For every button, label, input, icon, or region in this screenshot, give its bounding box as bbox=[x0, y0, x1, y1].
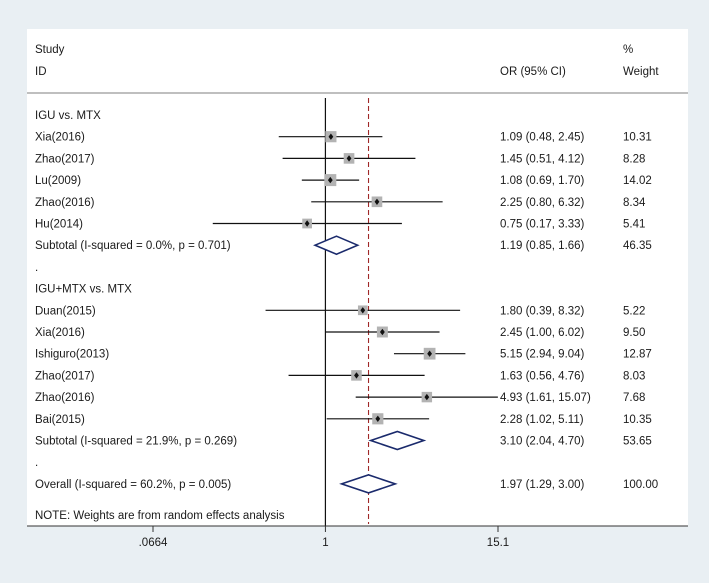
row-9-point bbox=[360, 307, 366, 314]
row-3-label: Lu(2009) bbox=[35, 175, 81, 187]
row-17-label: Overall (I-squared = 60.2%, p = 0.005) bbox=[35, 479, 231, 491]
header-study: Study bbox=[35, 44, 65, 56]
row-8-label: IGU+MTX vs. MTX bbox=[35, 284, 132, 296]
row-1-label: Xia(2016) bbox=[35, 132, 85, 144]
row-4-ci-text: 2.25 (0.80, 6.32) bbox=[500, 197, 585, 209]
row-5-label: Hu(2014) bbox=[35, 219, 83, 231]
row-2-ci-text: 1.45 (0.51, 4.12) bbox=[500, 153, 585, 165]
header-id: ID bbox=[35, 66, 47, 78]
row-13-point bbox=[424, 393, 430, 401]
x-tick-label-0: .0664 bbox=[139, 537, 168, 549]
row-15-ci-text: 3.10 (2.04, 4.70) bbox=[500, 436, 585, 448]
row-10-point bbox=[379, 328, 385, 336]
row-10-label: Xia(2016) bbox=[35, 327, 85, 339]
footnote: NOTE: Weights are from random effects an… bbox=[35, 510, 285, 522]
row-1-ci-text: 1.09 (0.48, 2.45) bbox=[500, 132, 585, 144]
row-0-label: IGU vs. MTX bbox=[35, 110, 101, 122]
row-3-ci-text: 1.08 (0.69, 1.70) bbox=[500, 175, 585, 187]
row-12-point bbox=[354, 372, 359, 379]
row-15-weight: 53.65 bbox=[623, 436, 652, 448]
row-5-weight: 5.41 bbox=[623, 219, 645, 231]
row-1-weight: 10.31 bbox=[623, 132, 652, 144]
forest-plot: Study ID OR (95% CI)% Weight IGU vs. MTX Xia(… bbox=[27, 44, 688, 549]
row-14-weight: 10.35 bbox=[623, 414, 652, 426]
x-tick-label-2: 15.1 bbox=[487, 537, 509, 549]
row-11-point bbox=[427, 350, 433, 357]
row-6-diamond bbox=[313, 235, 360, 256]
row-13-weight: 7.68 bbox=[623, 392, 645, 404]
row-2-label: Zhao(2017) bbox=[35, 153, 95, 165]
row-12-label: Zhao(2017) bbox=[35, 370, 95, 382]
row-6-weight: 46.35 bbox=[623, 240, 652, 252]
forest-plot-panel: Study ID OR (95% CI)% Weight IGU vs. MTX Xia(… bbox=[27, 29, 688, 549]
row-12-weight: 8.03 bbox=[623, 370, 645, 382]
row-14-ci-text: 2.28 (1.02, 5.11) bbox=[500, 414, 584, 426]
row-4-point bbox=[374, 198, 380, 205]
row-11-ci-text: 5.15 (2.94, 9.04) bbox=[500, 349, 585, 361]
row-10-weight: 9.50 bbox=[623, 327, 645, 339]
row-14-label: Bai(2015) bbox=[35, 414, 85, 426]
row-11-label: Ishiguro(2013) bbox=[35, 349, 109, 361]
row-15-label: Subtotal (I-squared = 21.9%, p = 0.269) bbox=[35, 436, 237, 448]
row-9-weight: 5.22 bbox=[623, 305, 645, 317]
row-15-diamond bbox=[368, 430, 427, 451]
row-4-label: Zhao(2016) bbox=[35, 197, 95, 209]
row-2-weight: 8.28 bbox=[623, 153, 645, 165]
header-weight: Weight bbox=[623, 66, 659, 78]
row-5-point bbox=[304, 220, 310, 227]
row-6-label: Subtotal (I-squared = 0.0%, p = 0.701) bbox=[35, 240, 231, 252]
row-17-diamond bbox=[339, 474, 398, 494]
row-17-ci-text: 1.97 (1.29, 3.00) bbox=[500, 479, 585, 491]
row-10-ci-text: 2.45 (1.00, 6.02) bbox=[500, 327, 585, 339]
row-17-weight: 100.00 bbox=[623, 479, 658, 491]
header-weight-percent: % bbox=[623, 44, 633, 56]
row-12-ci-text: 1.63 (0.56, 4.76) bbox=[500, 370, 585, 382]
x-tick-label-1: 1 bbox=[322, 537, 328, 549]
row-11-weight: 12.87 bbox=[623, 349, 652, 361]
row-6-ci-text: 1.19 (0.85, 1.66) bbox=[500, 240, 585, 252]
row-13-label: Zhao(2016) bbox=[35, 392, 95, 404]
row-5-ci-text: 0.75 (0.17, 3.33) bbox=[500, 219, 585, 231]
row-3-point bbox=[327, 176, 333, 184]
row-16-label: . bbox=[35, 457, 38, 469]
row-9-ci-text: 1.80 (0.39, 8.32) bbox=[500, 305, 585, 317]
row-14-point bbox=[375, 415, 381, 422]
header-effect: OR (95% CI) bbox=[500, 66, 566, 78]
row-2-point bbox=[346, 155, 352, 162]
row-7-label: . bbox=[35, 262, 38, 274]
row-9-label: Duan(2015) bbox=[35, 305, 96, 317]
row-4-weight: 8.34 bbox=[623, 197, 646, 209]
row-3-weight: 14.02 bbox=[623, 175, 652, 187]
row-1-point bbox=[328, 133, 334, 140]
row-13-ci-text: 4.93 (1.61, 15.07) bbox=[500, 392, 591, 404]
